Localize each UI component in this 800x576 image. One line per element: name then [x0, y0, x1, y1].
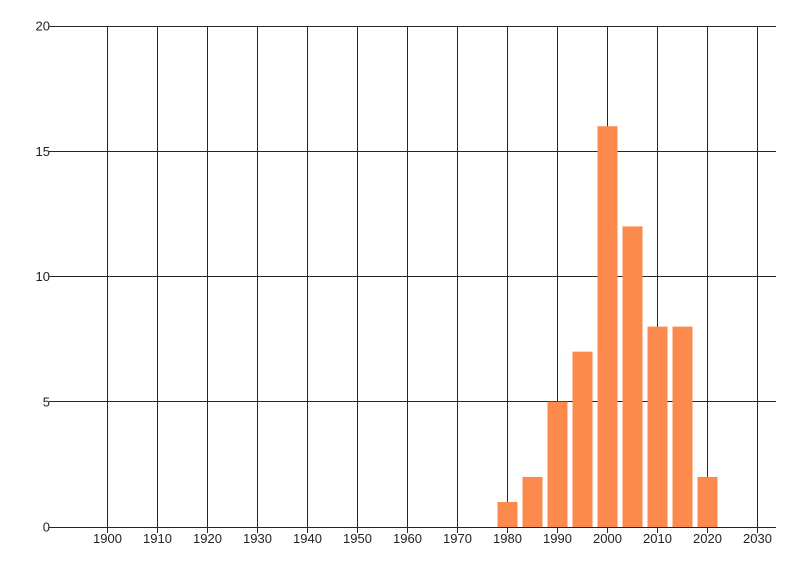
- svg-text:0: 0: [43, 520, 50, 535]
- svg-text:1930: 1930: [243, 531, 272, 546]
- svg-text:1950: 1950: [343, 531, 372, 546]
- svg-text:20: 20: [36, 19, 50, 34]
- svg-text:1980: 1980: [493, 531, 522, 546]
- svg-text:1940: 1940: [293, 531, 322, 546]
- svg-text:10: 10: [36, 269, 50, 284]
- svg-text:1960: 1960: [393, 531, 422, 546]
- svg-text:1970: 1970: [443, 531, 472, 546]
- svg-text:1910: 1910: [143, 531, 172, 546]
- svg-text:1990: 1990: [543, 531, 572, 546]
- svg-text:5: 5: [43, 394, 50, 409]
- svg-text:2000: 2000: [593, 531, 622, 546]
- svg-text:1920: 1920: [193, 531, 222, 546]
- svg-text:2010: 2010: [643, 531, 672, 546]
- svg-text:1900: 1900: [93, 531, 122, 546]
- svg-text:2030: 2030: [743, 531, 772, 546]
- svg-text:2020: 2020: [693, 531, 722, 546]
- svg-text:15: 15: [36, 144, 50, 159]
